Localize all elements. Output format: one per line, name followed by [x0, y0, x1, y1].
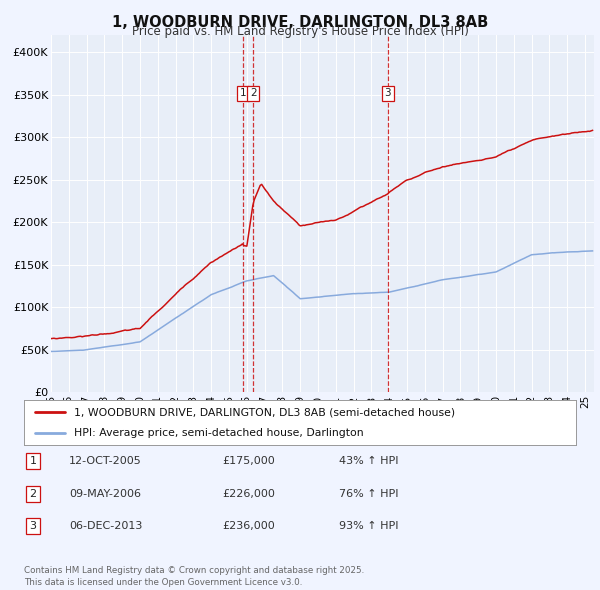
Text: £236,000: £236,000 — [222, 522, 275, 531]
Text: HPI: Average price, semi-detached house, Darlington: HPI: Average price, semi-detached house,… — [74, 428, 364, 438]
Text: 09-MAY-2006: 09-MAY-2006 — [69, 489, 141, 499]
Text: 3: 3 — [385, 88, 391, 98]
Text: 12-OCT-2005: 12-OCT-2005 — [69, 457, 142, 466]
Text: 1, WOODBURN DRIVE, DARLINGTON, DL3 8AB (semi-detached house): 1, WOODBURN DRIVE, DARLINGTON, DL3 8AB (… — [74, 407, 455, 417]
Text: 3: 3 — [29, 522, 37, 531]
Text: 2: 2 — [29, 489, 37, 499]
Text: 2: 2 — [250, 88, 257, 98]
Text: Contains HM Land Registry data © Crown copyright and database right 2025.
This d: Contains HM Land Registry data © Crown c… — [24, 566, 364, 587]
Text: £175,000: £175,000 — [222, 457, 275, 466]
Text: 43% ↑ HPI: 43% ↑ HPI — [339, 457, 398, 466]
Text: 1: 1 — [29, 457, 37, 466]
Text: 1: 1 — [240, 88, 247, 98]
Text: 76% ↑ HPI: 76% ↑ HPI — [339, 489, 398, 499]
Text: £226,000: £226,000 — [222, 489, 275, 499]
Text: 06-DEC-2013: 06-DEC-2013 — [69, 522, 142, 531]
Text: 93% ↑ HPI: 93% ↑ HPI — [339, 522, 398, 531]
Text: 1, WOODBURN DRIVE, DARLINGTON, DL3 8AB: 1, WOODBURN DRIVE, DARLINGTON, DL3 8AB — [112, 15, 488, 30]
Text: Price paid vs. HM Land Registry's House Price Index (HPI): Price paid vs. HM Land Registry's House … — [131, 25, 469, 38]
